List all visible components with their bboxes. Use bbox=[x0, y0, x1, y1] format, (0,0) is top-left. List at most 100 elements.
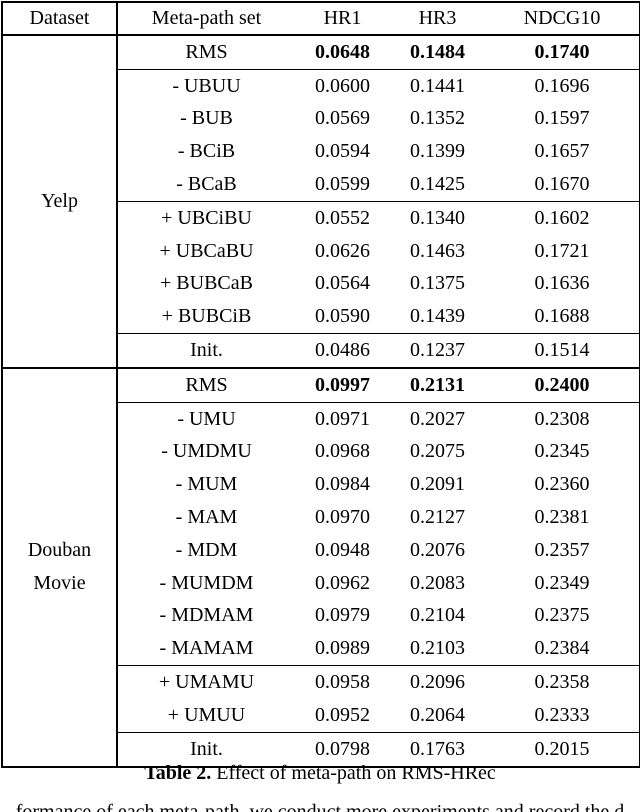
metric-value: 0.1696 bbox=[485, 68, 640, 103]
metric-value: 0.1340 bbox=[390, 200, 485, 235]
meta-path-label: - UBUU bbox=[117, 68, 295, 103]
metric-value: 0.0997 bbox=[295, 366, 390, 403]
table-row: - MUMDM 0.0962 0.2083 0.2349 bbox=[2, 567, 640, 600]
metric-value: 0.2075 bbox=[410, 440, 465, 463]
metric-value: 0.2103 bbox=[410, 637, 465, 660]
meta-path-label: - MUM bbox=[175, 473, 238, 496]
table-row: - BUB 0.0569 0.1352 0.1597 bbox=[2, 103, 640, 136]
metric-value: 0.0564 bbox=[315, 272, 370, 295]
metric-value: 0.0952 bbox=[315, 703, 370, 726]
meta-path-label: - MDM bbox=[175, 538, 238, 561]
table-row: - BCiB 0.0594 0.1399 0.1657 bbox=[2, 135, 640, 168]
metric-value: 0.0569 bbox=[315, 107, 370, 130]
metric-value: 0.0989 bbox=[315, 637, 370, 660]
metric-value: 0.2358 bbox=[485, 665, 640, 699]
metric-value: 0.0968 bbox=[315, 440, 370, 463]
metric-value: 0.1399 bbox=[410, 140, 465, 163]
metric-value: 0.2027 bbox=[390, 401, 485, 436]
meta-path-label: + UBCiBU bbox=[117, 200, 295, 235]
metric-value: 0.2015 bbox=[485, 731, 640, 767]
table-row: + UBCaBU 0.0626 0.1463 0.1721 bbox=[2, 235, 640, 268]
meta-path-label: Init. bbox=[117, 731, 295, 767]
metric-value: 0.2360 bbox=[534, 473, 590, 496]
metric-value: 0.2345 bbox=[534, 440, 590, 463]
table-header: Dataset Meta-path set HR1 HR3 NDCG10 bbox=[2, 2, 640, 36]
metric-value: 0.1484 bbox=[410, 40, 465, 63]
metric-value: 0.0971 bbox=[295, 401, 390, 436]
header-row: Dataset Meta-path set HR1 HR3 NDCG10 bbox=[2, 2, 640, 36]
metric-value: 0.1352 bbox=[410, 107, 465, 130]
metric-value: 0.2131 bbox=[390, 366, 485, 403]
table-row: Douban Movie RMS 0.0997 0.2131 0.2400 bbox=[2, 366, 640, 767]
meta-path-label: + UMAMU bbox=[117, 665, 295, 699]
meta-path-label: + UBCaBU bbox=[159, 239, 254, 262]
metric-value: 0.2091 bbox=[410, 473, 465, 496]
meta-path-label: + UMUU bbox=[167, 703, 246, 726]
metric-value: 0.1670 bbox=[534, 173, 590, 196]
metric-value: 0.2096 bbox=[390, 665, 485, 699]
metric-value: 0.1441 bbox=[390, 68, 485, 103]
metric-value: 0.2076 bbox=[410, 538, 465, 561]
caption-text: Effect of meta-path on RMS-HRec bbox=[211, 762, 496, 784]
metric-value: 0.0948 bbox=[315, 538, 370, 561]
meta-path-label: - BCiB bbox=[177, 140, 236, 163]
metric-value: 0.0798 bbox=[295, 731, 390, 767]
meta-path-label: - BCaB bbox=[176, 173, 237, 196]
metric-value: 0.0626 bbox=[315, 239, 370, 262]
meta-path-label: + BUBCiB bbox=[161, 305, 252, 328]
table-caption: Table 2. Effect of meta-path on RMS-HRec bbox=[0, 762, 640, 785]
metric-value: 0.2349 bbox=[534, 571, 590, 594]
dataset-label: Yelp bbox=[2, 35, 118, 368]
metric-value: 0.1597 bbox=[534, 107, 590, 130]
metric-value: 0.1375 bbox=[410, 272, 465, 295]
table-row: Init. 0.0486 0.1237 0.1514 bbox=[2, 333, 640, 368]
metric-value: 0.0486 bbox=[295, 333, 390, 368]
metric-value: 0.2127 bbox=[410, 506, 465, 529]
meta-path-label: - MUMDM bbox=[159, 571, 254, 594]
metric-value: 0.0590 bbox=[315, 305, 370, 328]
dataset-label: Douban Movie bbox=[2, 366, 118, 767]
meta-path-label: - MAMAM bbox=[159, 637, 254, 660]
meta-path-results-table: Dataset Meta-path set HR1 HR3 NDCG10 Yel… bbox=[1, 1, 640, 768]
table-row: - MUM 0.0984 0.2091 0.2360 bbox=[2, 468, 640, 501]
meta-path-label: - UMU bbox=[117, 401, 295, 436]
table-row: - UMU 0.0971 0.2027 0.2308 bbox=[2, 401, 640, 436]
cropped-text-line: formance of each meta-path, we conduct m… bbox=[15, 801, 625, 812]
table-row: Yelp RMS 0.0648 0.1484 0.1740 bbox=[2, 35, 640, 368]
metric-value: 0.2064 bbox=[410, 703, 465, 726]
table-row: - MAM 0.0970 0.2127 0.2381 bbox=[2, 501, 640, 534]
metric-value: 0.0594 bbox=[315, 140, 370, 163]
metric-value: 0.2104 bbox=[410, 604, 465, 627]
table-row: - UMDMU 0.0968 0.2075 0.2345 bbox=[2, 436, 640, 469]
table-body: Yelp RMS 0.0648 0.1484 0.1740- UBUU 0.0600 0.1… bbox=[2, 35, 640, 767]
metric-value: 0.1721 bbox=[534, 239, 590, 262]
table-row: - MDM 0.0948 0.2076 0.2357 bbox=[2, 534, 640, 567]
metric-value: 0.1439 bbox=[410, 305, 465, 328]
column-header-hr1: HR1 bbox=[295, 2, 390, 36]
metric-value: 0.2400 bbox=[485, 366, 640, 403]
meta-path-label: - MDMAM bbox=[159, 604, 254, 627]
metric-value: 0.0962 bbox=[315, 571, 370, 594]
metric-value: 0.0599 bbox=[315, 173, 370, 196]
table-row: - BCaB 0.0599 0.1425 0.1670 bbox=[2, 168, 640, 201]
column-header-dataset: Dataset bbox=[2, 2, 118, 36]
meta-path-label: - MAM bbox=[175, 506, 238, 529]
metric-value: 0.2083 bbox=[410, 571, 465, 594]
metric-value: 0.1425 bbox=[410, 173, 465, 196]
metric-value: 0.0970 bbox=[315, 506, 370, 529]
metric-value: 0.0552 bbox=[295, 200, 390, 235]
metric-value: 0.1463 bbox=[410, 239, 465, 262]
table-row: + UMUU 0.0952 0.2064 0.2333 bbox=[2, 699, 640, 732]
metric-value: 0.1636 bbox=[534, 272, 590, 295]
metric-value: 0.1602 bbox=[485, 200, 640, 235]
table-row: + UMAMU 0.0958 0.2096 0.2358 bbox=[2, 665, 640, 699]
metric-value: 0.2375 bbox=[534, 604, 590, 627]
metric-value: 0.0984 bbox=[315, 473, 370, 496]
meta-path-label: - UMDMU bbox=[161, 440, 252, 463]
metric-value: 0.2381 bbox=[534, 506, 590, 529]
metric-value: 0.2384 bbox=[534, 637, 590, 660]
metric-value: 0.1657 bbox=[534, 140, 590, 163]
metric-value: 0.0600 bbox=[295, 68, 390, 103]
metric-value: 0.1763 bbox=[390, 731, 485, 767]
